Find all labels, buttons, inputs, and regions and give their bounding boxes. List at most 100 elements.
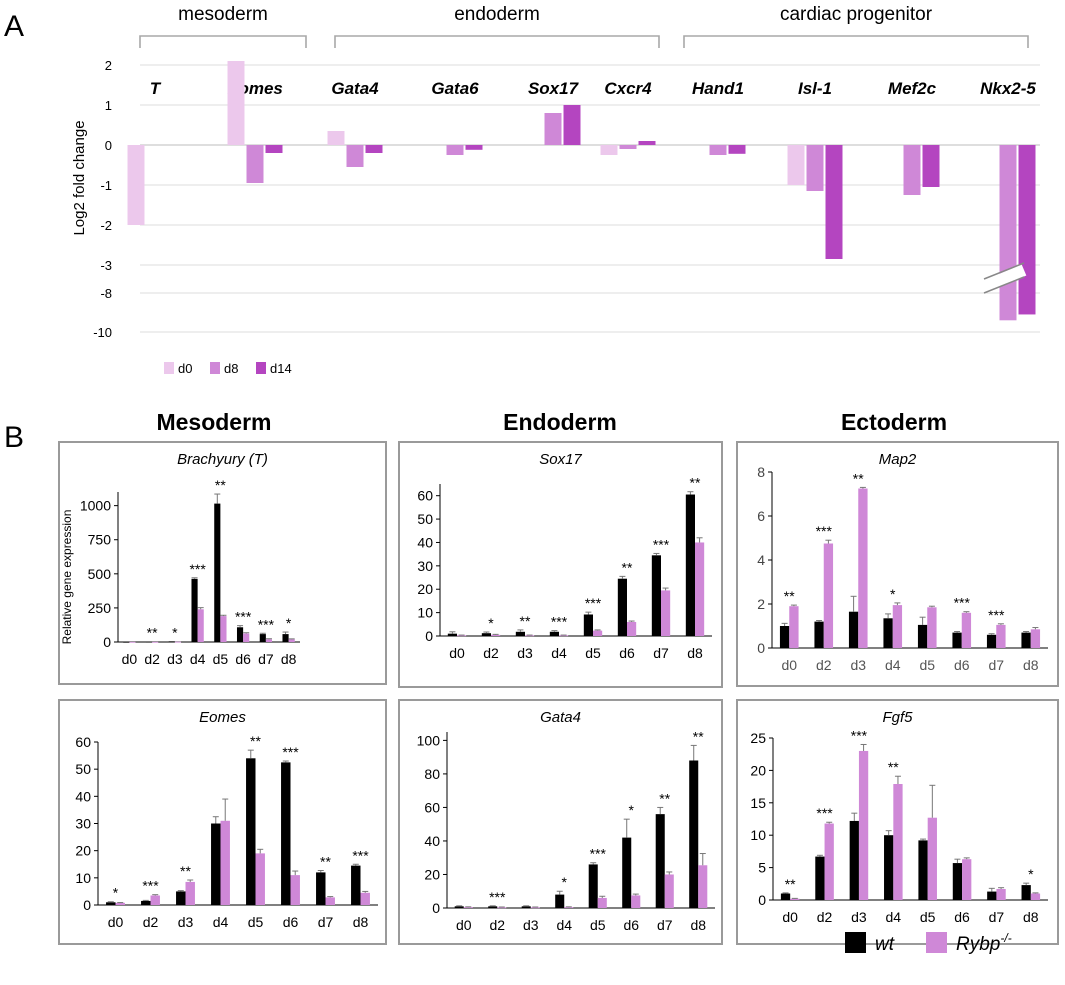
bar-Rybp-d6 (290, 875, 300, 905)
y-tick--1: -1 (100, 178, 112, 193)
chart-frame (58, 441, 387, 685)
significance-d7: ** (320, 853, 331, 869)
x-tick-d3: d3 (517, 645, 533, 661)
y-tick-0: 0 (83, 897, 91, 913)
y-tick-0: 0 (105, 138, 112, 153)
x-tick-d2: d2 (144, 651, 160, 667)
y-tick-60: 60 (424, 799, 440, 815)
y-tick--2: -2 (100, 218, 112, 233)
x-tick-d0: d0 (781, 657, 797, 673)
y-tick-60: 60 (417, 488, 433, 504)
significance-d4: * (562, 874, 568, 890)
bar-wt-d6 (236, 627, 244, 642)
bar-wt-d0 (106, 902, 116, 905)
legend-label-d0: d0 (178, 361, 192, 376)
bar-wt-d5 (214, 503, 221, 642)
y-tick-10: 10 (417, 605, 433, 621)
y-tick-8: 8 (757, 464, 765, 480)
x-tick-d5: d5 (920, 909, 936, 925)
bar-wt-d7 (655, 814, 665, 908)
bar-wt-d3 (168, 641, 175, 643)
bar-Rybp-d8 (1030, 629, 1041, 648)
bar-wt-d8 (685, 494, 695, 636)
x-tick-d7: d7 (258, 651, 274, 667)
bar-d0-Gata4 (327, 131, 345, 145)
bar-Rybp-d5 (255, 853, 265, 905)
y-tick-30: 30 (75, 816, 91, 832)
gene-label-Nkx2-5: Nkx2-5 (980, 79, 1036, 98)
bar-d14-Isl-1 (825, 145, 843, 259)
legend-swatch-d14 (256, 362, 266, 374)
y-tick-0: 0 (425, 628, 433, 644)
bar-wt-d2 (145, 641, 153, 643)
bar-Rybp-d7 (661, 590, 671, 636)
legend-swatch-wt (845, 932, 866, 953)
y-tick-250: 250 (88, 600, 112, 616)
x-tick-d6: d6 (954, 657, 970, 673)
x-tick-d0: d0 (108, 914, 124, 930)
gene-label-Sox17: Sox17 (528, 79, 580, 98)
panel-a-group-brackets: mesoderm endoderm cardiac progenitor (139, 4, 1029, 48)
bar-wt-d5 (588, 864, 598, 908)
significance-d3: * (172, 624, 178, 640)
bar-Rybp-d7 (265, 639, 273, 642)
bar-Rybp-d5 (927, 817, 937, 900)
bar-Rybp-d6 (961, 612, 972, 648)
y-tick-500: 500 (88, 566, 112, 582)
significance-d2: *** (816, 523, 833, 539)
group-label-mesoderm: mesoderm (178, 4, 268, 25)
bar-wt-d0 (780, 893, 791, 900)
chart-frame (58, 699, 387, 945)
significance-d5: ** (250, 733, 261, 749)
panel-a-gridlines (140, 64, 1040, 333)
significance-d8: * (1028, 866, 1034, 882)
bar-wt-d6 (622, 837, 632, 908)
bar-wt-d5 (246, 758, 256, 905)
bar-Rybp-d3 (530, 907, 540, 909)
legend-swatch-d0 (164, 362, 174, 374)
bar-d8-Gata6 (446, 145, 464, 155)
significance-d2: *** (816, 805, 833, 821)
panel-label-a: A (4, 10, 24, 43)
bar-d8-Isl-1 (806, 145, 824, 191)
bar-Rybp-d8 (698, 865, 708, 908)
panel-a-gene-labels: T Eomes Gata4 Gata6 Sox17 Cxcr4 Hand1 Isl-1 Mef2… (150, 79, 1037, 98)
bar-Rybp-d3 (858, 750, 869, 900)
bar-Rybp-d4 (220, 820, 230, 905)
significance-d7: *** (653, 536, 670, 552)
chart-fgf5: Fgf5 0 5 10 15 20 25 d0 ** d2 *** d3 *** d4 ** d5 d6 d7 d8… (736, 699, 1059, 945)
x-tick-d4: d4 (213, 914, 229, 930)
bar-wt-d8 (351, 865, 361, 905)
chart-title: Gata4 (540, 709, 581, 726)
bar-Rybp-d0 (789, 606, 799, 648)
bar-d14-Nkx2-5 (1018, 145, 1036, 315)
x-tick-d4: d4 (190, 651, 206, 667)
bar-Rybp-d6 (627, 621, 637, 636)
bar-wt-d0 (779, 626, 790, 648)
bar-wt-d7 (651, 555, 661, 636)
x-tick-d7: d7 (653, 645, 669, 661)
x-tick-d6: d6 (235, 651, 251, 667)
panel-a-y-ticks: 2 1 0 -1 -2 -3 -8 -10 (93, 58, 112, 340)
y-tick-20: 20 (750, 762, 766, 778)
y-tick--10: -10 (93, 325, 112, 340)
section-title-mesoderm: Mesoderm (156, 409, 271, 435)
y-tick-6: 6 (757, 508, 765, 524)
bar-d8-Mef2c (903, 145, 921, 195)
significance-d6: *** (235, 609, 252, 625)
bar-wt-d8 (282, 634, 289, 642)
legend-swatch-rybp (926, 932, 947, 953)
bar-Rybp-d2 (491, 634, 501, 636)
bar-d14-Eomes (265, 145, 283, 153)
bar-Rybp-d3 (525, 635, 535, 637)
panel-a-bars (127, 61, 1036, 321)
x-tick-d5: d5 (919, 657, 935, 673)
chart-eomes: Eomes 0 10 20 30 40 50 60 d0 * d2 *** d3 ** d4 d5 ** d6 **… (58, 699, 387, 945)
x-tick-d5: d5 (248, 914, 264, 930)
bar-wt-d3 (848, 611, 859, 648)
x-tick-d4: d4 (886, 909, 902, 925)
y-tick-0: 0 (432, 900, 440, 916)
x-tick-d6: d6 (954, 909, 970, 925)
panel-a-chart: 2 1 0 -1 -2 -3 -8 -10 Log2 fold change mesoderm… (71, 4, 1040, 376)
y-tick-10: 10 (75, 870, 91, 886)
